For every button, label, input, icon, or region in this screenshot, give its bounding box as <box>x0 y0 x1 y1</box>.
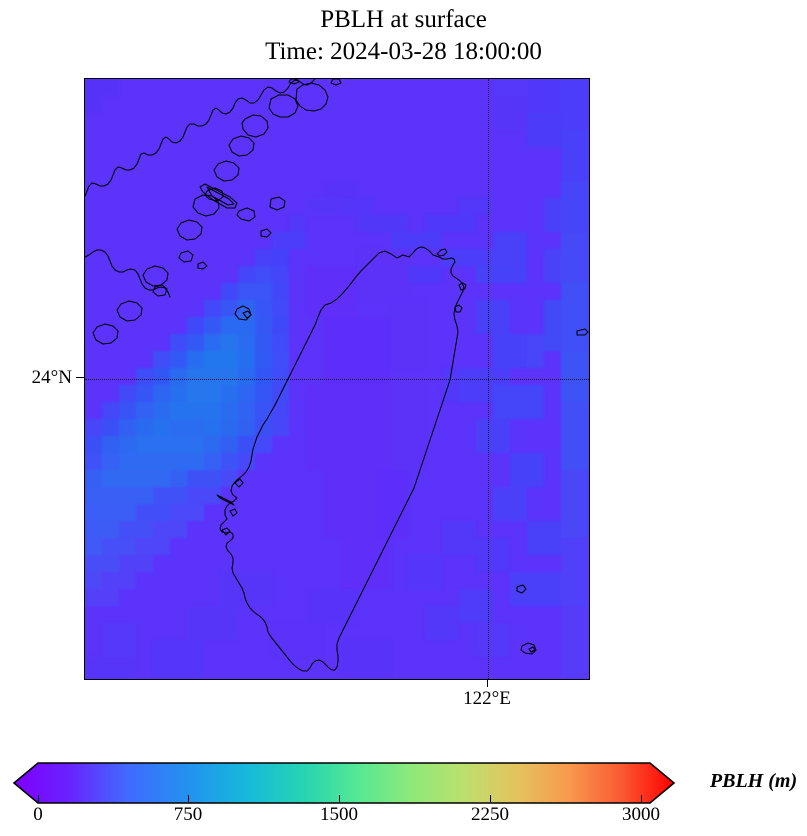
lat-axis-label: 24°N <box>31 367 72 388</box>
colorbar-gradient <box>8 762 680 804</box>
colorbar-tick-2250 <box>490 795 491 802</box>
lon-tick-mark <box>487 679 488 687</box>
colorbar-tick-0 <box>38 795 39 802</box>
pblh-heatmap-field <box>85 79 589 679</box>
coastline-overlay <box>85 79 589 679</box>
colorbar-ticklabel-750: 750 <box>173 804 203 825</box>
lat-tick-mark <box>76 377 84 378</box>
colorbar-tick-1500 <box>339 795 340 802</box>
colorbar-ticklabel-2250: 2250 <box>471 804 509 825</box>
colorbar-label: PBLH (m) <box>709 770 798 792</box>
map-axes <box>84 78 590 680</box>
colorbar-tick-750 <box>188 795 189 802</box>
colorbar-ticklabel-3000: 3000 <box>622 804 660 825</box>
colorbar-ticklabel-0: 0 <box>33 804 43 825</box>
colorbar-tick-3000 <box>641 795 642 802</box>
lon-axis-label: 122°E <box>463 688 511 709</box>
title-line-variable: PBLH at surface <box>320 6 487 33</box>
title-line-time: Time: 2024-03-28 18:00:00 <box>265 38 542 65</box>
colorbar-tick-labels: 0 750 1500 2250 3000 <box>0 804 700 832</box>
colorbar-ticklabel-1500: 1500 <box>320 804 358 825</box>
figure-title: PBLH at surface Time: 2024-03-28 18:00:0… <box>0 4 807 68</box>
colorbar: 0 750 1500 2250 3000 <box>0 756 700 825</box>
